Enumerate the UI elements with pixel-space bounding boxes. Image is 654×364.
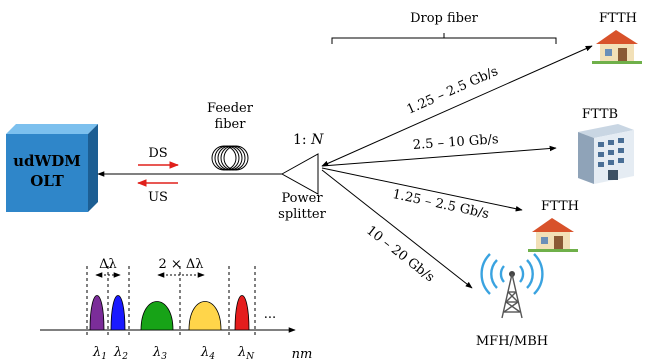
ds-label: DS <box>148 146 167 161</box>
splitter-label-line1: Power <box>281 191 323 206</box>
house-icon <box>528 218 578 252</box>
feeder-label-line2: fiber <box>215 117 247 132</box>
channel-label-3: λ3 <box>152 345 167 362</box>
splitter-ratio-prefix: 1: <box>293 132 311 148</box>
spectrum-ellipsis: ... <box>264 307 276 322</box>
branch-line-3 <box>321 167 523 212</box>
olt-box-side <box>88 124 98 212</box>
branch-lines <box>321 45 593 289</box>
dest-label-4: MFH/MBH <box>476 334 548 349</box>
delta-label: Δλ <box>99 257 117 272</box>
drop-fiber-brace <box>331 33 557 44</box>
splitter-label-line2: splitter <box>278 207 326 222</box>
channel-label-2: λ2 <box>113 345 128 362</box>
house-icon <box>592 30 642 64</box>
branch-line-1 <box>321 45 593 167</box>
drop-fiber-label: Drop fiber <box>410 11 479 26</box>
olt-box-front <box>6 134 88 212</box>
branch-line-4 <box>321 169 473 289</box>
splitter-ratio-n: N <box>310 132 324 148</box>
spectrum-axis-unit: nm <box>292 347 313 362</box>
olt-label-line1: udWDM <box>13 152 81 170</box>
splitter-ratio: 1: N <box>293 132 324 148</box>
branch-rate-4: 10 – 20 Gb/s <box>363 223 437 285</box>
building-icon <box>578 124 634 184</box>
channel-peak-2 <box>110 295 126 331</box>
spectrum-peaks <box>89 295 250 331</box>
feeder-label-line1: Feeder <box>207 101 254 116</box>
branch-rate-2: 2.5 – 10 Gb/s <box>412 132 499 153</box>
channel-label-5: λN <box>237 345 255 362</box>
channel-peak-5 <box>234 295 250 331</box>
branch-rate-3: 1.25 – 2.5 Gb/s <box>391 187 490 222</box>
olt-label-line2: OLT <box>30 172 64 190</box>
double-delta-label: 2 × Δλ <box>158 257 203 272</box>
channel-label-4: λ4 <box>200 345 215 362</box>
olt-box-top <box>6 124 98 134</box>
splitter-triangle-icon <box>280 153 319 195</box>
olt-box: udWDM OLT <box>6 124 98 212</box>
us-label: US <box>148 190 168 205</box>
spectrum: Δλ 2 × Δλ ... nm λ1 λ2 λ3 λ4 λN <box>40 257 312 362</box>
channel-labels: λ1 λ2 λ3 λ4 λN <box>92 345 255 362</box>
branch-rate-1: 1.25 – 2.5 Gb/s <box>405 64 501 118</box>
channel-peak-3 <box>140 301 174 331</box>
dest-label-1: FTTH <box>599 11 637 26</box>
channel-peak-1 <box>89 295 105 331</box>
dest-label-2: FTTB <box>582 107 618 122</box>
antenna-tower-icon <box>480 253 544 319</box>
branch-line-2 <box>321 145 557 167</box>
channel-label-1: λ1 <box>92 345 107 362</box>
fiber-coil-icon <box>211 145 249 171</box>
dest-label-3: FTTH <box>541 199 579 214</box>
channel-peak-4 <box>188 301 222 331</box>
